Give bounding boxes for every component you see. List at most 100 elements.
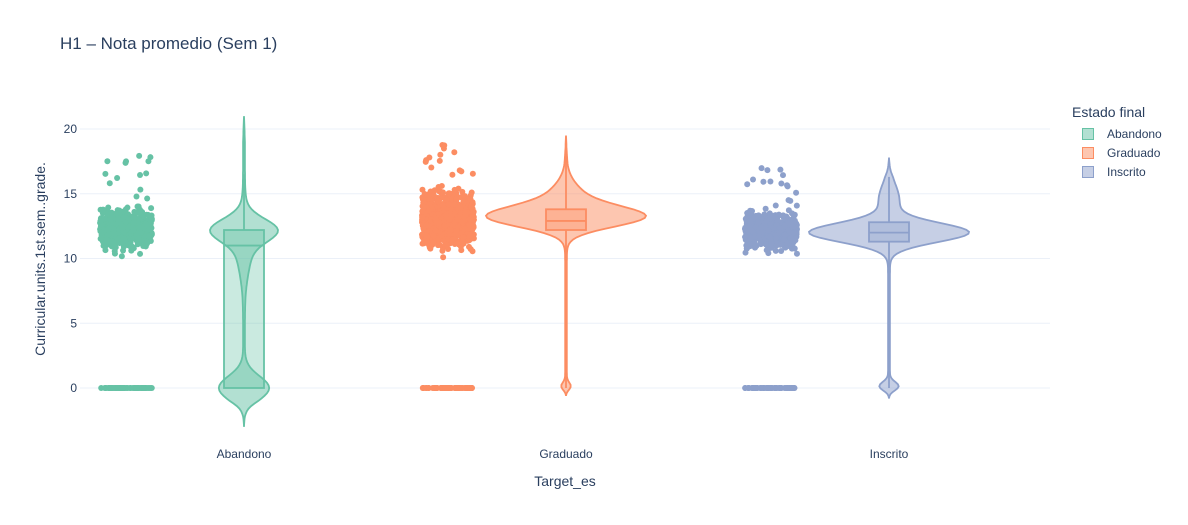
- legend-label: Inscrito: [1107, 164, 1146, 179]
- violin-abandono: [209, 116, 279, 427]
- data-point: [742, 215, 749, 222]
- data-point: [758, 165, 765, 172]
- data-point: [762, 385, 769, 391]
- data-point: [104, 158, 111, 165]
- data-point: [130, 244, 137, 251]
- data-point: [141, 385, 148, 391]
- data-point: [468, 204, 475, 211]
- legend-item-graduado[interactable]: Graduado: [1082, 143, 1162, 162]
- data-point: [469, 213, 476, 220]
- data-point: [446, 216, 453, 223]
- data-point: [767, 178, 774, 185]
- data-point: [135, 235, 142, 242]
- data-point: [752, 224, 759, 231]
- legend-swatch-inscrito: [1082, 165, 1094, 178]
- data-point: [120, 235, 127, 242]
- data-point: [439, 247, 446, 254]
- data-point: [793, 189, 800, 196]
- data-point: [427, 245, 434, 252]
- data-point: [440, 254, 447, 261]
- data-point: [749, 228, 756, 235]
- data-point: [458, 385, 465, 391]
- box-abandono: [223, 229, 265, 389]
- data-point: [437, 151, 444, 158]
- data-point: [756, 232, 763, 239]
- y-axis-title: Curricular.units.1st.sem..grade.: [32, 162, 48, 356]
- data-point: [442, 211, 449, 218]
- data-point: [148, 205, 155, 212]
- data-point: [443, 385, 450, 391]
- data-point: [470, 209, 477, 216]
- data-point: [423, 385, 430, 391]
- data-point: [130, 219, 137, 226]
- data-point: [137, 171, 144, 178]
- data-point: [449, 171, 456, 178]
- data-point: [143, 221, 150, 228]
- data-point: [784, 183, 791, 190]
- data-point: [787, 197, 794, 204]
- data-point: [127, 385, 134, 391]
- y-axis-ticks: 0 5 10 15 20: [64, 122, 78, 395]
- data-point: [765, 227, 772, 234]
- data-point: [776, 385, 783, 391]
- x-axis-ticks: Abandono Graduado Inscrito: [217, 447, 909, 461]
- legend-item-inscrito[interactable]: Inscrito: [1082, 162, 1162, 181]
- data-point: [143, 170, 150, 177]
- data-point: [760, 178, 767, 185]
- data-point: [108, 209, 115, 216]
- data-point: [466, 385, 473, 391]
- data-point: [791, 229, 798, 236]
- data-point: [123, 158, 130, 165]
- data-point: [789, 223, 796, 230]
- data-point: [106, 180, 113, 187]
- data-point: [137, 250, 144, 257]
- data-point: [98, 385, 105, 391]
- data-point: [134, 203, 141, 210]
- data-point: [454, 385, 461, 391]
- data-point: [114, 175, 121, 182]
- data-point: [447, 227, 454, 234]
- data-point: [763, 241, 770, 248]
- data-point: [130, 227, 137, 234]
- data-point: [109, 214, 116, 221]
- legend-label: Graduado: [1107, 145, 1161, 160]
- data-point: [99, 210, 106, 217]
- data-point: [147, 218, 154, 225]
- data-point: [791, 245, 798, 252]
- data-point: [448, 205, 455, 212]
- points-inscrito: [742, 165, 800, 391]
- data-point: [449, 236, 456, 243]
- data-point: [113, 210, 120, 217]
- data-point: [105, 204, 112, 211]
- data-point: [441, 222, 448, 229]
- data-point: [119, 385, 126, 391]
- data-point: [439, 189, 446, 196]
- data-point: [757, 385, 764, 391]
- data-point: [454, 216, 461, 223]
- box-graduado: [545, 208, 587, 231]
- data-point: [147, 154, 154, 161]
- legend-item-abandono[interactable]: Abandono: [1082, 124, 1162, 143]
- data-point: [793, 250, 800, 257]
- data-point: [435, 242, 442, 249]
- data-point: [750, 385, 757, 391]
- data-point: [778, 180, 785, 187]
- data-point: [111, 250, 118, 257]
- data-point: [772, 385, 779, 391]
- data-point: [102, 170, 109, 177]
- y-tick-label: 5: [70, 316, 77, 330]
- trace-abandono: [97, 116, 279, 427]
- data-point: [137, 186, 144, 193]
- data-point: [420, 203, 427, 210]
- data-point: [119, 223, 126, 230]
- data-point: [110, 385, 117, 391]
- data-point: [420, 225, 427, 232]
- data-point: [467, 232, 474, 239]
- x-tick-label: Graduado: [539, 447, 593, 461]
- data-point: [785, 207, 792, 214]
- data-point: [789, 237, 796, 244]
- data-point: [105, 226, 112, 233]
- data-point: [115, 217, 122, 224]
- points-abandono: [97, 152, 155, 391]
- trace-graduado: [419, 135, 648, 396]
